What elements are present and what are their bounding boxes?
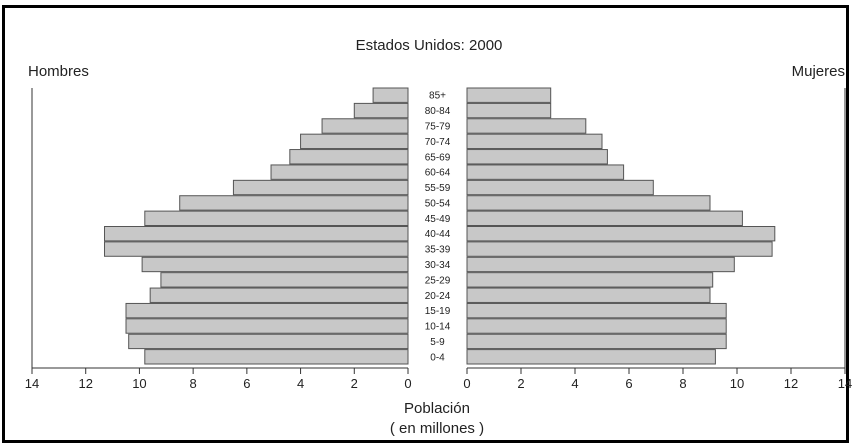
bar-hombres-10-14 [125, 318, 409, 334]
age-label-40-44: 40-44 [425, 229, 451, 240]
age-label-10-14: 10-14 [425, 322, 451, 333]
bar-mujeres-80-84 [466, 102, 552, 119]
bar-mujeres-65-69 [466, 149, 608, 165]
age-label-30-34: 30-34 [425, 260, 451, 271]
bar-hombres-85+ [372, 87, 409, 103]
age-label-85+: 85+ [429, 91, 446, 102]
bar-hombres-35-39 [104, 241, 409, 257]
age-label-75-79: 75-79 [425, 121, 451, 132]
bar-mujeres-0-4 [466, 349, 716, 365]
bar-hombres-30-34 [141, 256, 409, 273]
tick-label-left-6: 6 [243, 376, 250, 391]
bar-mujeres-35-39 [466, 241, 773, 257]
bar-hombres-55-59 [232, 179, 409, 196]
tick-label-left-8: 8 [190, 376, 197, 391]
age-label-70-74: 70-74 [425, 137, 451, 148]
bar-hombres-45-49 [144, 210, 409, 227]
tick-label-left-2: 2 [351, 376, 358, 391]
left-label-hombres: Hombres [28, 63, 89, 80]
tick-label-left-0: 0 [404, 376, 411, 391]
tick-label-right-10: 10 [730, 376, 744, 391]
bar-mujeres-75-79 [466, 118, 587, 134]
right-label-mujeres: Mujeres [792, 63, 845, 80]
age-label-55-59: 55-59 [425, 183, 451, 194]
bar-hombres-60-64 [270, 164, 409, 180]
tick-label-left-4: 4 [297, 376, 304, 391]
bar-hombres-70-74 [300, 133, 409, 150]
age-label-5-9: 5-9 [430, 337, 445, 348]
tick-label-right-8: 8 [679, 376, 686, 391]
age-label-25-29: 25-29 [425, 275, 451, 286]
bar-hombres-5-9 [128, 333, 409, 350]
bar-mujeres-70-74 [466, 133, 603, 150]
age-label-60-64: 60-64 [425, 168, 451, 179]
bar-hombres-25-29 [160, 272, 409, 288]
bar-mujeres-15-19 [466, 302, 727, 319]
bar-hombres-50-54 [179, 195, 409, 211]
bar-mujeres-45-49 [466, 210, 743, 227]
bar-hombres-40-44 [104, 226, 409, 242]
age-label-65-69: 65-69 [425, 152, 451, 163]
age-label-45-49: 45-49 [425, 214, 451, 225]
tick-label-right-14: 14 [838, 376, 852, 391]
tick-label-right-6: 6 [625, 376, 632, 391]
tick-label-left-10: 10 [132, 376, 146, 391]
age-label-15-19: 15-19 [425, 306, 451, 317]
bar-hombres-0-4 [144, 349, 409, 365]
x-axis-label: Población [404, 400, 470, 417]
bar-mujeres-5-9 [466, 333, 727, 350]
age-label-20-24: 20-24 [425, 291, 451, 302]
x-axis-unit-label: ( en millones ) [390, 420, 484, 437]
bar-hombres-65-69 [289, 149, 409, 165]
age-label-35-39: 35-39 [425, 245, 451, 256]
bar-hombres-15-19 [125, 302, 409, 319]
bar-hombres-20-24 [149, 287, 409, 303]
bar-mujeres-60-64 [466, 164, 625, 180]
tick-label-left-14: 14 [25, 376, 39, 391]
tick-label-right-12: 12 [784, 376, 798, 391]
bar-mujeres-85+ [466, 87, 552, 103]
bar-hombres-80-84 [353, 102, 409, 119]
bar-mujeres-30-34 [466, 256, 735, 273]
bar-mujeres-10-14 [466, 318, 727, 334]
bar-mujeres-40-44 [466, 226, 776, 242]
age-label-50-54: 50-54 [425, 198, 451, 209]
tick-label-right-4: 4 [571, 376, 578, 391]
bar-mujeres-25-29 [466, 272, 714, 288]
age-label-0-4: 0-4 [430, 352, 445, 363]
bar-mujeres-55-59 [466, 179, 654, 196]
tick-label-right-0: 0 [463, 376, 470, 391]
bar-hombres-75-79 [321, 118, 409, 134]
chart-title: Estados Unidos: 2000 [356, 37, 503, 54]
bar-mujeres-20-24 [466, 287, 711, 303]
age-label-80-84: 80-84 [425, 106, 451, 117]
tick-label-left-12: 12 [78, 376, 92, 391]
tick-label-right-2: 2 [517, 376, 524, 391]
bar-mujeres-50-54 [466, 195, 711, 211]
